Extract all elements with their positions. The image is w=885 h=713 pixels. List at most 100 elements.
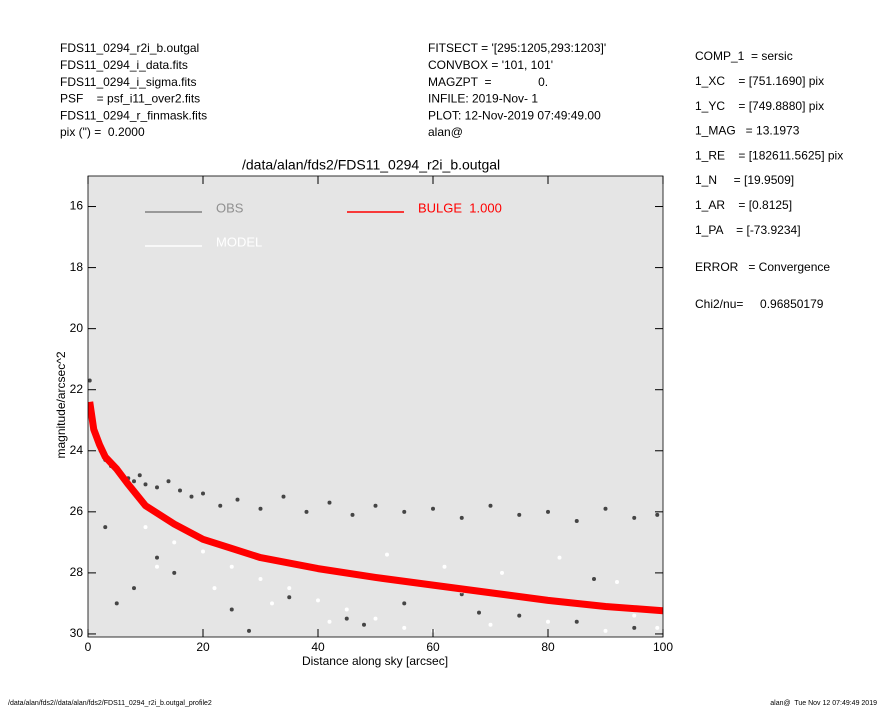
data-point (132, 479, 136, 484)
data-point (546, 619, 550, 624)
data-point (632, 625, 637, 630)
data-point (114, 601, 119, 606)
fit-parameter: 1_YC = [749.8880] pix (695, 99, 824, 113)
header-left-line: FDS11_0294_r_finmask.fits (60, 108, 207, 122)
y-tick-label: 28 (70, 565, 84, 579)
data-point (402, 625, 407, 630)
data-point (459, 515, 464, 520)
header-left-line: FDS11_0294_i_data.fits (60, 58, 188, 72)
chart-title: /data/alan/fds2/FDS11_0294_r2i_b.outgal (242, 157, 500, 173)
data-point (212, 586, 217, 591)
plot-marks (88, 378, 663, 633)
data-point (459, 592, 464, 597)
fit-parameter: 1_AR = [0.8125] (695, 198, 792, 212)
data-point (235, 497, 240, 502)
data-point (155, 485, 159, 490)
fit-parameter: 1_MAG = 13.1973 (695, 124, 800, 138)
fit-parameter: 1_N = [19.9509] (695, 173, 794, 187)
data-point (632, 613, 637, 618)
fit-parameter: Chi2/nu= 0.96850179 (695, 297, 824, 311)
data-point (488, 622, 493, 627)
data-point (172, 540, 177, 545)
plot-area (88, 176, 663, 637)
fit-parameter: ERROR = Convergence (695, 260, 830, 274)
header-middle-line: MAGZPT = 0. (428, 75, 548, 89)
data-point (603, 506, 608, 511)
data-point (373, 503, 378, 508)
legend-label: MODEL (216, 234, 262, 249)
data-point (603, 628, 608, 633)
data-point (373, 616, 378, 621)
data-point (229, 564, 234, 569)
header-left-line: FDS11_0294_r2i_b.outgal (60, 41, 199, 55)
y-tick-label: 18 (70, 260, 84, 274)
data-point (88, 378, 92, 383)
data-point (546, 509, 550, 514)
data-point (270, 601, 274, 606)
data-point (103, 525, 108, 530)
data-point (344, 616, 349, 621)
data-point (350, 512, 355, 517)
data-point (362, 622, 366, 627)
fit-parameter: 1_XC = [751.1690] pix (695, 74, 824, 88)
y-tick-label: 22 (70, 382, 84, 396)
header-middle-line: PLOT: 12-Nov-2019 07:49:49.00 (428, 108, 601, 122)
data-point (442, 564, 447, 569)
plot-frame (87, 175, 664, 638)
data-point (574, 518, 579, 523)
data-point (178, 488, 182, 493)
header-left-line: FDS11_0294_i_sigma.fits (60, 75, 197, 89)
x-tick-label: 20 (196, 640, 210, 654)
y-tick-label: 26 (70, 504, 84, 518)
y-tick-label: 30 (70, 626, 84, 640)
fit-parameter: 1_RE = [182611.5625] pix (695, 148, 843, 162)
x-tick-label: 0 (85, 640, 92, 654)
header-left-line: pix (") = 0.2000 (60, 125, 145, 139)
data-point (615, 580, 619, 585)
data-point (201, 491, 205, 496)
header-middle-line: INFILE: 2019-Nov- 1 (428, 92, 538, 106)
x-tick-label: 60 (426, 640, 440, 654)
y-tick-label: 24 (70, 443, 84, 457)
data-point (477, 610, 481, 615)
x-axis-label: Distance along sky [arcsec] (302, 654, 448, 668)
data-point (574, 619, 579, 624)
data-point (517, 613, 522, 618)
x-tick-label: 40 (311, 640, 325, 654)
fit-parameter: 1_PA = [-73.9234] (695, 223, 801, 237)
data-point (258, 576, 263, 581)
legend-label: OBS (216, 200, 244, 215)
data-point (632, 515, 637, 520)
data-point (229, 607, 234, 612)
data-point (155, 564, 159, 569)
x-tick-label: 80 (541, 640, 555, 654)
data-point (385, 552, 389, 557)
data-point (592, 576, 596, 581)
data-point (201, 549, 205, 554)
header-middle-line: FITSECT = '[295:1205,293:1203]' (428, 41, 606, 55)
y-tick-label: 20 (70, 321, 84, 335)
data-point (344, 607, 349, 612)
data-point (281, 494, 286, 499)
data-point (132, 586, 136, 591)
data-point (247, 628, 251, 633)
data-point (287, 595, 292, 600)
data-point (166, 479, 171, 484)
fit-parameter: COMP_1 = sersic (695, 49, 793, 63)
y-axis-label: magnitude/arcsec^2 (54, 351, 68, 458)
data-point (655, 625, 660, 630)
data-point (304, 509, 309, 514)
header-left-line: PSF = psf_i11_over2.fits (60, 92, 200, 106)
footer-right: alan@ Tue Nov 12 07:49:49 2019 (770, 700, 877, 707)
data-point (258, 506, 263, 511)
header-middle-line: alan@ (428, 125, 463, 139)
data-point (155, 555, 159, 560)
data-point (137, 473, 142, 478)
data-point (431, 506, 435, 511)
data-point (402, 509, 407, 514)
data-point (143, 482, 148, 487)
data-point (655, 512, 660, 517)
data-point (327, 619, 332, 624)
